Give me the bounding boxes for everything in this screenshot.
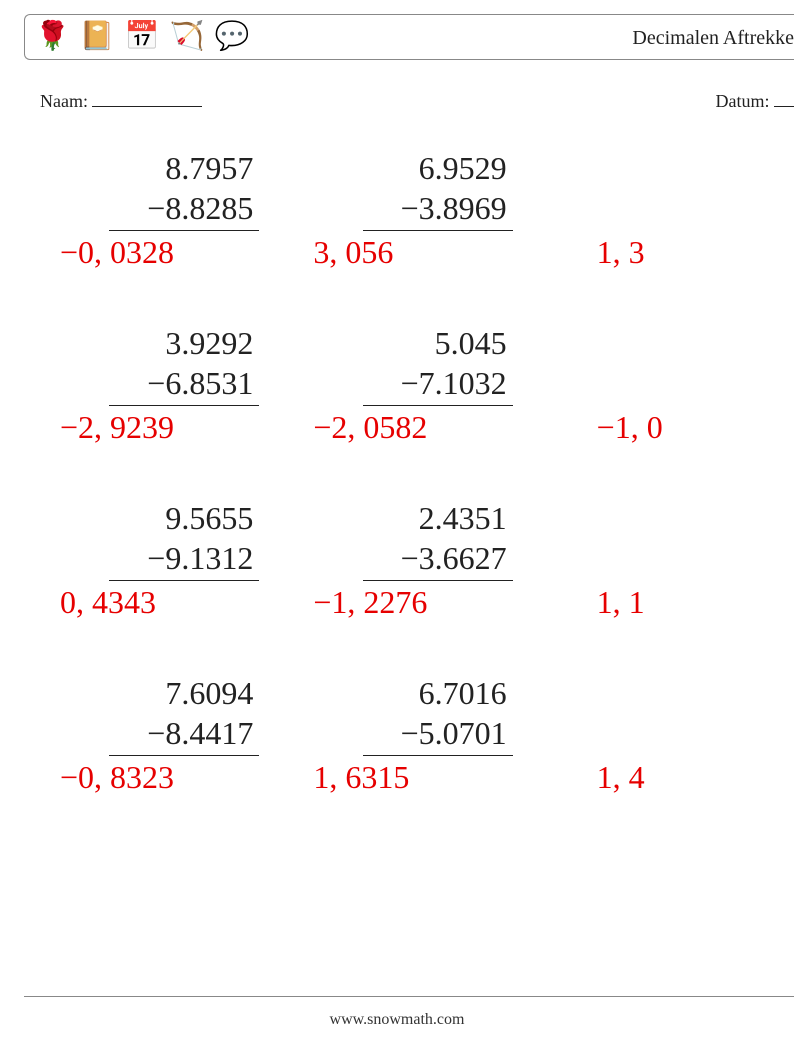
problem-cell: 2.4351 −3.6627 −1, 2276 — [313, 498, 566, 673]
answer: 3, 056 — [313, 234, 393, 271]
problem-cell: 7.6094 −8.4417 −0, 8323 — [60, 673, 313, 848]
problem-stack: 6.9529 −3.8969 — [401, 148, 507, 228]
problem-stack: 8.7957 −8.8285 — [147, 148, 253, 228]
minuend: 9.5655 — [147, 498, 253, 538]
problem-rule — [363, 580, 513, 581]
answer: −1, 2276 — [313, 584, 427, 621]
answer: 0, 4343 — [60, 584, 156, 621]
problem-rule — [109, 580, 259, 581]
problem-stack: 7.6094 −8.4417 — [147, 673, 253, 753]
minuend: 3.9292 — [147, 323, 253, 363]
answer: −2, 9239 — [60, 409, 174, 446]
subtrahend: −9.1312 — [147, 538, 253, 578]
answer: 1, 4 — [597, 759, 645, 796]
answer: −0, 8323 — [60, 759, 174, 796]
heart-calendar-icon: 📅 — [125, 23, 160, 51]
problem-cell: 6.7016 −5.0701 1, 6315 — [313, 673, 566, 848]
subtrahend: −7.1032 — [401, 363, 507, 403]
problem-cell: 8.7957 −8.8285 −0, 0328 — [60, 148, 313, 323]
problem-cell: 5.045 −7.1032 −2, 0582 — [313, 323, 566, 498]
problem-cell: 9.5655 −9.1312 0, 4343 — [60, 498, 313, 673]
subtrahend: −3.8969 — [401, 188, 507, 228]
problem-cell-partial: 1, 3 — [567, 148, 794, 323]
date-field: Datum: — [716, 90, 794, 112]
footer-rule — [24, 996, 794, 997]
minuend: 7.6094 — [147, 673, 253, 713]
answer: −1, 0 — [597, 409, 663, 446]
header-icons: 🌹 📔 📅 🏹 💬 — [35, 23, 249, 51]
heart-speech-icon: 💬 — [215, 23, 250, 51]
answer: 1, 3 — [597, 234, 645, 271]
problem-rule — [109, 405, 259, 406]
problem-stack: 6.7016 −5.0701 — [401, 673, 507, 753]
name-field: Naam: — [40, 90, 202, 112]
problem-cell-partial: −1, 0 — [567, 323, 794, 498]
name-label: Naam: — [40, 91, 88, 111]
minuend: 6.9529 — [401, 148, 507, 188]
subtrahend: −8.8285 — [147, 188, 253, 228]
subtrahend: −8.4417 — [147, 713, 253, 753]
minuend: 8.7957 — [147, 148, 253, 188]
rose-icon: 🌹 — [35, 23, 70, 51]
bow-arrow-icon: 🏹 — [170, 23, 205, 51]
date-underline — [774, 90, 794, 107]
answer: 1, 1 — [597, 584, 645, 621]
problem-stack: 2.4351 −3.6627 — [401, 498, 507, 578]
heart-book-icon: 📔 — [80, 23, 115, 51]
worksheet-title: Decimalen Aftrekke — [632, 15, 794, 61]
problem-rule — [109, 755, 259, 756]
minuend: 6.7016 — [401, 673, 507, 713]
answer: −0, 0328 — [60, 234, 174, 271]
problem-stack: 3.9292 −6.8531 — [147, 323, 253, 403]
problem-cell: 6.9529 −3.8969 3, 056 — [313, 148, 566, 323]
problem-row: 9.5655 −9.1312 0, 4343 2.4351 −3.6627 −1… — [60, 498, 794, 673]
answer: −2, 0582 — [313, 409, 427, 446]
problem-cell-partial: 1, 4 — [567, 673, 794, 848]
problem-row: 7.6094 −8.4417 −0, 8323 6.7016 −5.0701 1… — [60, 673, 794, 848]
fields-row: Naam: Datum: — [40, 90, 794, 112]
problems-grid: 8.7957 −8.8285 −0, 0328 6.9529 −3.8969 3… — [60, 148, 794, 848]
problem-rule — [363, 755, 513, 756]
subtrahend: −6.8531 — [147, 363, 253, 403]
footer-url: www.snowmath.com — [0, 1011, 794, 1029]
worksheet-page: 🌹 📔 📅 🏹 💬 Decimalen Aftrekke Naam: Datum… — [0, 0, 794, 1053]
problem-cell: 3.9292 −6.8531 −2, 9239 — [60, 323, 313, 498]
name-underline — [92, 90, 202, 107]
problem-cell-partial: 1, 1 — [567, 498, 794, 673]
minuend: 5.045 — [401, 323, 507, 363]
subtrahend: −3.6627 — [401, 538, 507, 578]
problem-rule — [363, 405, 513, 406]
problem-rule — [109, 230, 259, 231]
problem-row: 8.7957 −8.8285 −0, 0328 6.9529 −3.8969 3… — [60, 148, 794, 323]
problem-stack: 5.045 −7.1032 — [401, 323, 507, 403]
header-bar: 🌹 📔 📅 🏹 💬 Decimalen Aftrekke — [24, 14, 794, 60]
minuend: 2.4351 — [401, 498, 507, 538]
problem-rule — [363, 230, 513, 231]
answer: 1, 6315 — [313, 759, 409, 796]
problem-stack: 9.5655 −9.1312 — [147, 498, 253, 578]
subtrahend: −5.0701 — [401, 713, 507, 753]
date-label: Datum: — [716, 91, 770, 111]
problem-row: 3.9292 −6.8531 −2, 9239 5.045 −7.1032 −2… — [60, 323, 794, 498]
